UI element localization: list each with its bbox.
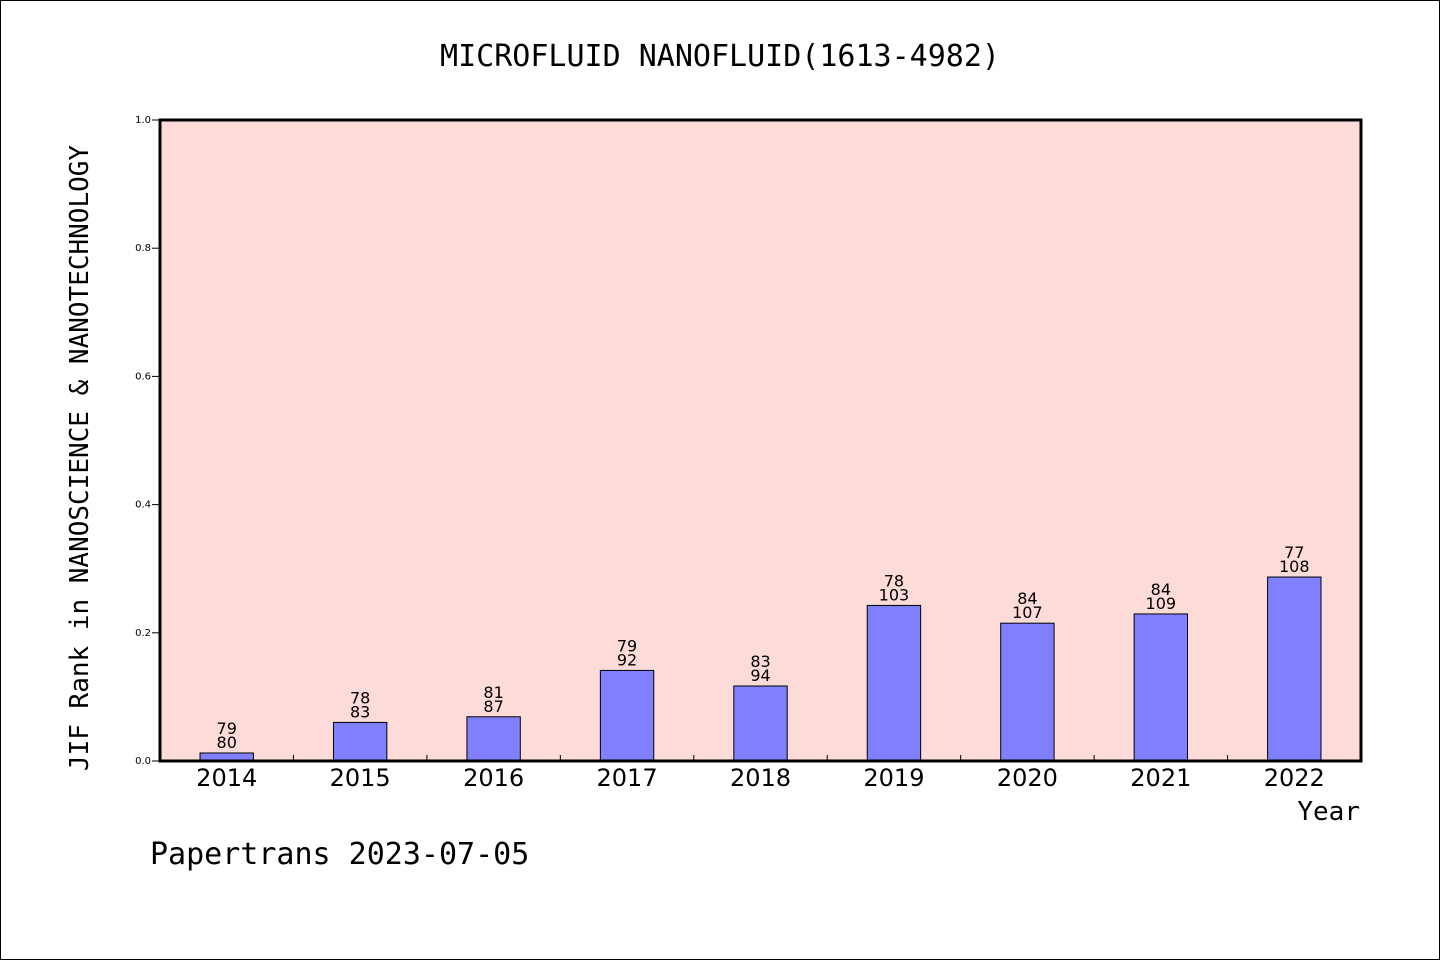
bar-rank-label: 77 xyxy=(1284,543,1304,562)
bar-total-label: 109 xyxy=(1146,594,1177,613)
x-tick-label: 2019 xyxy=(863,764,924,792)
bar-rank-label: 81 xyxy=(483,683,503,702)
bar-total-label: 108 xyxy=(1279,557,1310,576)
y-tick-label: 0.2 xyxy=(135,628,151,639)
x-tick-label: 2014 xyxy=(196,764,257,792)
y-tick-label: 0.6 xyxy=(135,371,151,382)
x-tick-label: 2021 xyxy=(1130,764,1191,792)
bar-rank-label: 84 xyxy=(1017,589,1037,608)
bar-total-label: 83 xyxy=(350,702,370,721)
bar xyxy=(733,685,788,762)
bar-group xyxy=(199,576,1322,762)
x-axis-ticks: 2014 2015 2016 2017 2018 2019 2020 2021 2022 xyxy=(196,755,1325,792)
x-tick-label: 2018 xyxy=(730,764,791,792)
x-tick-label: 2020 xyxy=(997,764,1058,792)
y-tick-label: 1.0 xyxy=(135,115,151,126)
bar-total-label: 80 xyxy=(217,733,237,752)
x-tick-label: 2017 xyxy=(597,764,658,792)
bar xyxy=(1133,613,1189,762)
bar-rank-label: 78 xyxy=(884,571,904,590)
bar-rank-label: 79 xyxy=(217,719,237,738)
bar-rank-label: 84 xyxy=(1151,580,1171,599)
bar-rank-label: 78 xyxy=(350,688,370,707)
bar xyxy=(866,604,922,762)
bar-total-label: 103 xyxy=(879,585,910,604)
bar xyxy=(466,716,521,762)
y-axis-label: JIF Rank in NANOSCIENCE & NANOTECHNOLOGY xyxy=(65,145,95,771)
x-axis-label: Year xyxy=(1297,797,1360,827)
y-tick-label: 0.8 xyxy=(135,243,151,254)
y-tick-label: 0.0 xyxy=(135,756,151,767)
x-tick-label: 2022 xyxy=(1264,764,1325,792)
chart-title: MICROFLUID NANOFLUID(1613-4982) xyxy=(440,39,1000,74)
x-tick-label: 2016 xyxy=(463,764,524,792)
bar-total-label: 92 xyxy=(617,650,637,669)
bar-total-label: 87 xyxy=(483,697,503,716)
bar xyxy=(1267,576,1322,762)
x-tick-label: 2015 xyxy=(330,764,391,792)
plot-border xyxy=(158,118,1363,763)
bar xyxy=(1000,622,1055,762)
y-tick-label: 0.4 xyxy=(135,500,151,511)
bar-rank-label: 83 xyxy=(750,652,770,671)
bar-rank-label: 79 xyxy=(617,636,637,655)
bar xyxy=(332,721,388,762)
y-axis-ticks: 0.0 0.2 0.4 0.6 0.8 1.0 xyxy=(135,115,160,767)
footer-credit: Papertrans 2023-07-05 xyxy=(150,837,529,872)
bar-total-label: 94 xyxy=(750,666,770,685)
bar xyxy=(599,669,655,762)
bar-total-label: 107 xyxy=(1012,603,1043,622)
